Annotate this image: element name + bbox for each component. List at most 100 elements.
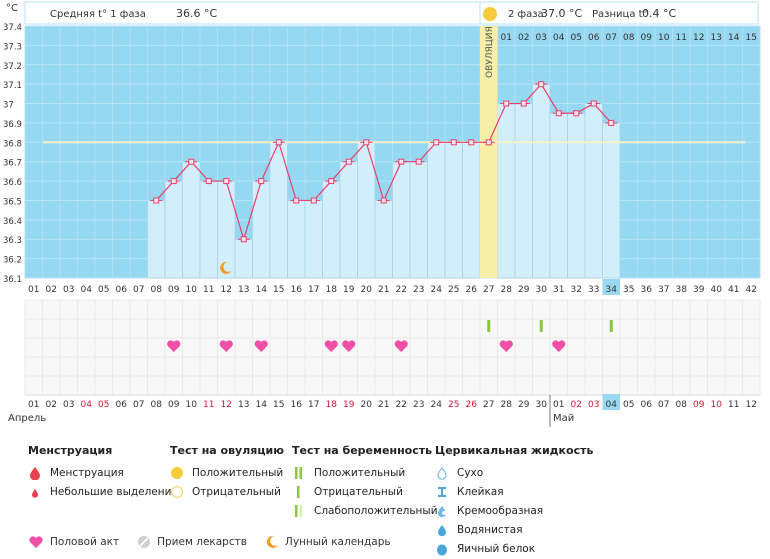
temp-bar xyxy=(339,161,358,279)
legend-medication: Прием лекарств xyxy=(137,535,247,549)
temp-bar xyxy=(567,112,586,279)
heart-icon xyxy=(254,340,268,352)
calendar-date-label: 04 xyxy=(81,400,93,410)
temp-point xyxy=(205,178,212,185)
legend-ovulation-positive: Положительный xyxy=(192,466,284,479)
calendar-date-label: 01 xyxy=(553,400,564,410)
temp-point xyxy=(345,158,352,165)
legend-intercourse: Половой акт xyxy=(28,535,119,549)
cycle-day-label: 25 xyxy=(448,285,459,295)
legend-spotting-item: Небольшие выделения xyxy=(50,485,178,498)
phase1-label: Средняя t° 1 фаза xyxy=(50,9,146,20)
calendar-date-label: 23 xyxy=(413,400,424,410)
month1-label: Апрель xyxy=(8,413,46,424)
temp-point xyxy=(450,139,457,146)
cycle-day-label: 24 xyxy=(431,285,443,295)
temp-bar xyxy=(304,200,323,279)
cycle-day-label: 38 xyxy=(676,285,688,295)
weak-test-icon xyxy=(292,504,306,518)
legend-fluid-watery: Водянистая xyxy=(457,523,523,536)
calendar-date-label: 11 xyxy=(728,400,739,410)
y-tick-label: 36.2 xyxy=(3,256,22,266)
legend-fluid-dry: Сухо xyxy=(457,466,484,479)
temp-point xyxy=(415,158,422,165)
cycle-day-label: 32 xyxy=(571,285,582,295)
calendar-date-label: 25 xyxy=(448,400,459,410)
luteal-day-label: 03 xyxy=(536,33,547,43)
calendar-date-label: 20 xyxy=(361,400,373,410)
legend-ovulation-test-title: Тест на овуляцию xyxy=(170,444,284,457)
cycle-day-label: 16 xyxy=(291,285,303,295)
cycle-day-label: 42 xyxy=(746,285,757,295)
drop-icon xyxy=(28,466,42,480)
temp-point xyxy=(328,178,335,185)
temp-point xyxy=(275,139,282,146)
calendar-date-label: 03 xyxy=(63,400,74,410)
heart-icon xyxy=(167,340,181,352)
calendar-date-label: 26 xyxy=(466,400,478,410)
calendar-date-label: 01 xyxy=(28,400,39,410)
calendar-date-label: 02 xyxy=(46,400,57,410)
calendar-date-label: 14 xyxy=(256,400,268,410)
temp-point xyxy=(573,110,580,117)
luteal-day-label: 06 xyxy=(588,33,600,43)
temp-bar xyxy=(374,200,393,279)
legend-menstruation-title: Менструация xyxy=(28,444,113,457)
temp-bar xyxy=(444,142,463,279)
calendar-date-label: 03 xyxy=(588,400,599,410)
temp-point xyxy=(380,197,387,204)
luteal-day-label: 10 xyxy=(658,33,670,43)
legend-fluid-sticky: Клейкая xyxy=(457,485,504,498)
temp-bar xyxy=(287,200,306,279)
luteal-day-label: 04 xyxy=(553,33,565,43)
calendar-date-label: 21 xyxy=(378,400,389,410)
calendar-date-label: 13 xyxy=(238,400,249,410)
legend-ovulation-negative: Отрицательный xyxy=(192,485,281,498)
cycle-day-label: 12 xyxy=(221,285,232,295)
temp-point xyxy=(590,100,597,107)
cycle-day-label: 22 xyxy=(396,285,407,295)
cycle-day-label: 37 xyxy=(658,285,669,295)
temp-bar xyxy=(409,161,428,279)
cycle-day-label: 10 xyxy=(186,285,198,295)
moon-icon xyxy=(265,535,279,549)
y-tick-label: 36.1 xyxy=(3,275,22,285)
temp-point xyxy=(310,197,317,204)
cycle-day-label: 40 xyxy=(711,285,723,295)
cycle-day-label: 02 xyxy=(46,285,57,295)
legend-pregnancy-negative: Отрицательный xyxy=(314,485,403,498)
cycle-day-label: 05 xyxy=(98,285,109,295)
y-tick-label: 36.3 xyxy=(3,236,22,246)
legend-bottom-row: Половой акт Прием лекарств Лунный календ… xyxy=(28,535,409,549)
y-tick-label: 37.3 xyxy=(3,42,22,52)
cycle-day-label: 17 xyxy=(308,285,319,295)
cycle-day-label: 28 xyxy=(501,285,513,295)
temp-bar xyxy=(392,161,411,279)
luteal-day-label: 11 xyxy=(676,33,687,43)
calendar-date-label: 04 xyxy=(606,400,618,410)
temp-bar xyxy=(549,112,568,279)
calendar-date-label: 02 xyxy=(571,400,582,410)
diff-label: Разница t° xyxy=(592,9,648,20)
cycle-day-label: 27 xyxy=(483,285,494,295)
temp-point xyxy=(538,81,545,88)
cycle-day-label: 31 xyxy=(553,285,564,295)
cycle-day-label: 08 xyxy=(151,285,163,295)
calendar-date-label: 18 xyxy=(326,400,338,410)
luteal-day-label: 01 xyxy=(501,33,512,43)
y-tick-label: 37 xyxy=(3,101,14,111)
sun-icon xyxy=(483,7,497,21)
temp-point xyxy=(608,119,615,126)
legend-cervical-fluid: Цервикальная жидкость Сухо Клейкая Кремо… xyxy=(435,444,593,558)
temp-point xyxy=(258,178,265,185)
temp-point xyxy=(468,139,475,146)
legend-pregnancy-test-title: Тест на беременность xyxy=(292,444,433,457)
calendar-date-label: 10 xyxy=(186,400,198,410)
temp-point xyxy=(170,178,177,185)
phase1-value: 36.6 °C xyxy=(176,7,217,20)
calendar-date-label: 09 xyxy=(168,400,180,410)
pill-icon xyxy=(137,535,151,549)
luteal-day-label: 14 xyxy=(728,33,740,43)
luteal-day-label: 05 xyxy=(571,33,582,43)
temp-bar xyxy=(182,161,201,279)
